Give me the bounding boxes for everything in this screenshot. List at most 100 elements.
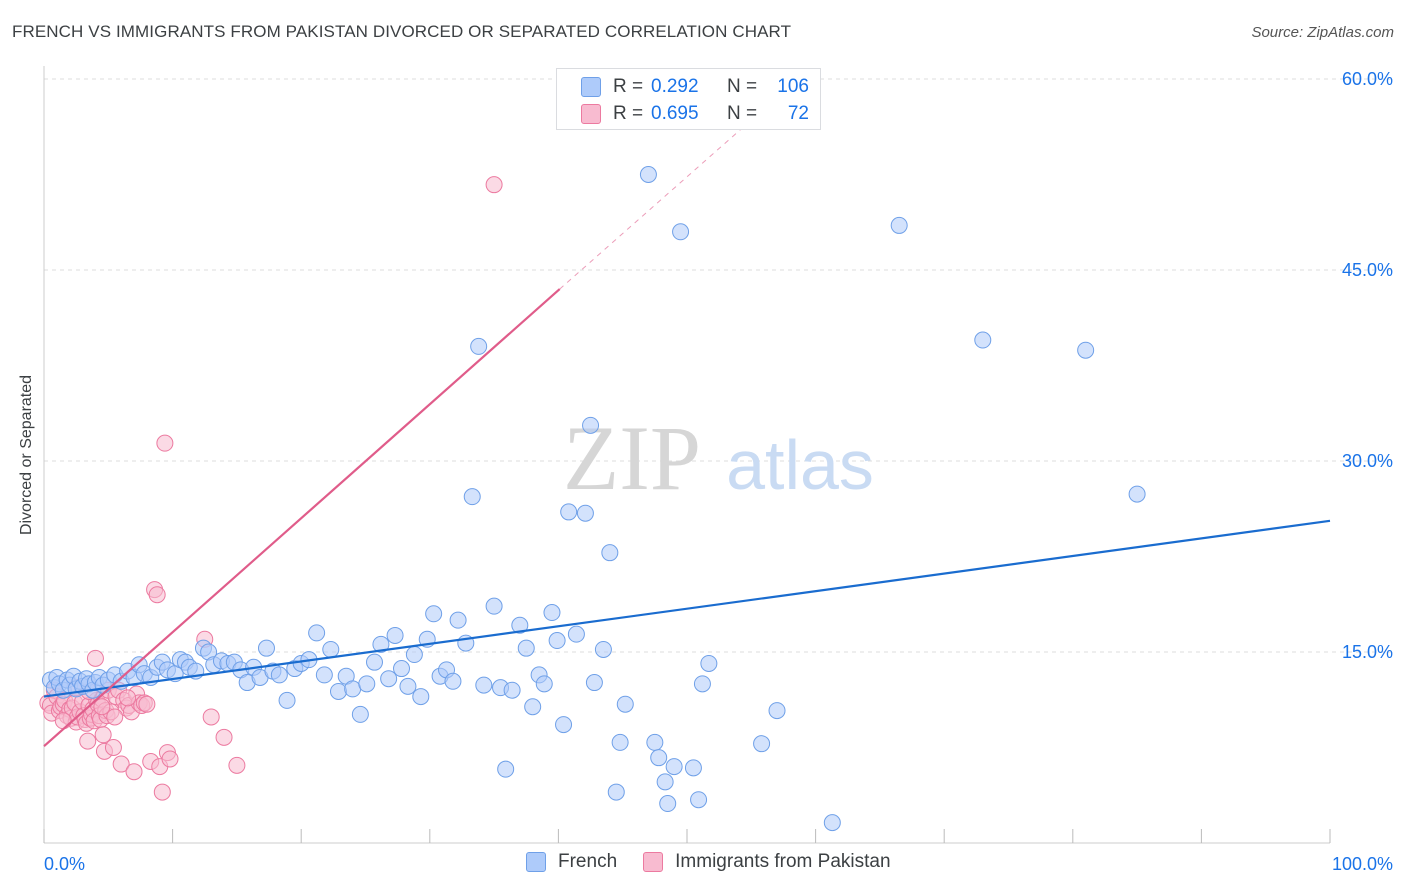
x-tick-label: 100.0% [1332, 854, 1393, 874]
french-point [700, 654, 718, 672]
x-tick-label: 0.0% [44, 854, 85, 874]
french-point [974, 331, 992, 349]
french-point [535, 675, 553, 693]
french-point [639, 166, 657, 183]
french-point [646, 733, 664, 751]
french-point [650, 749, 668, 767]
french-point [753, 735, 771, 753]
legend-n-value: 106 [777, 76, 809, 97]
french-point [270, 666, 288, 684]
legend-swatch-pakistan [643, 852, 664, 872]
legend-row-pakistan: R = 0.695 N = 72 [581, 101, 809, 127]
french-point [511, 616, 529, 634]
french-point [693, 675, 711, 693]
french-point [616, 695, 634, 713]
french-point [768, 702, 786, 720]
french-point [659, 795, 677, 813]
french-point [399, 677, 417, 695]
pakistan-point [119, 689, 137, 707]
french-point [548, 632, 566, 650]
french-point [607, 783, 625, 801]
french-point [358, 675, 376, 693]
legend-r-value: 0.695 [651, 103, 699, 124]
pakistan-point [485, 176, 503, 194]
french-point [524, 698, 542, 716]
watermark-atlas: atlas [726, 426, 874, 504]
watermark: ZIP atlas [563, 407, 874, 509]
pakistan-point [54, 712, 72, 730]
french-point [351, 705, 369, 723]
legend-item-french[interactable]: French [526, 851, 617, 873]
french-point [611, 733, 629, 751]
french-point [372, 635, 390, 653]
french-point [380, 670, 398, 688]
french-point [366, 653, 384, 671]
french-point [684, 759, 702, 777]
french-point [585, 674, 603, 692]
pakistan-trendline-extension [559, 101, 773, 290]
legend-n-label: N = [727, 103, 758, 124]
french-point [601, 544, 619, 562]
source-label[interactable]: Source: ZipAtlas.com [1251, 24, 1394, 41]
legend-r-value: 0.292 [651, 76, 699, 97]
pakistan-point [112, 755, 130, 773]
pakistan-point [148, 586, 166, 604]
legend-swatch-pakistan [581, 104, 601, 124]
pakistan-point [215, 728, 233, 746]
french-point [497, 760, 515, 778]
french-point [517, 639, 535, 657]
legend-label-french: French [558, 851, 618, 872]
french-point [690, 791, 708, 809]
pakistan-point [125, 763, 143, 781]
french-point [485, 597, 503, 615]
pakistan-point [86, 649, 104, 667]
y-tick-label: 60.0% [1342, 69, 1393, 89]
french-point [890, 216, 908, 234]
french-point [823, 814, 841, 832]
pakistan-point [153, 783, 171, 801]
french-point [257, 639, 275, 657]
legend-row-french: R = 0.292 N = 106 [581, 74, 809, 100]
french-point [543, 604, 561, 622]
french-point [594, 640, 612, 658]
french-point [425, 605, 443, 623]
legend-label-pakistan: Immigrants from Pakistan [675, 851, 891, 872]
pakistan-point [228, 756, 246, 774]
french-point [576, 504, 594, 522]
french-trendline [43, 519, 1331, 698]
legend-r-label: R = [613, 103, 644, 124]
y-tick-label: 30.0% [1342, 451, 1393, 471]
french-point [1077, 341, 1095, 359]
legend-swatch-french [526, 852, 546, 872]
french-point [315, 666, 333, 684]
french-point [503, 681, 521, 699]
french-point [386, 626, 404, 644]
chart-title: FRENCH VS IMMIGRANTS FROM PAKISTAN DIVOR… [12, 22, 792, 41]
french-point [463, 488, 481, 506]
pakistan-point [161, 750, 179, 768]
french-point [665, 758, 683, 776]
french-point [308, 624, 326, 642]
pakistan-point [104, 739, 122, 756]
legend-item-pakistan[interactable]: Immigrants from Pakistan [643, 851, 891, 873]
series-french-points [41, 166, 1146, 832]
french-point [567, 625, 585, 643]
french-point [278, 691, 296, 709]
pakistan-point [93, 698, 111, 716]
french-point [656, 773, 674, 791]
french-point [344, 680, 362, 698]
pakistan-point [79, 732, 97, 750]
french-point [449, 611, 467, 629]
french-point [405, 646, 423, 664]
pakistan-point [138, 695, 156, 713]
pakistan-point [202, 708, 220, 726]
y-tick-label: 15.0% [1342, 642, 1393, 662]
pakistan-point [106, 708, 124, 726]
correlation-legend: R = 0.292 N = 106 R = 0.695 N = 72 [556, 68, 821, 130]
legend-n-label: N = [727, 76, 758, 97]
french-point [470, 337, 488, 355]
french-point [329, 682, 347, 700]
trendlines [43, 101, 1331, 748]
legend-r-label: R = [613, 76, 644, 97]
french-point [560, 503, 578, 521]
